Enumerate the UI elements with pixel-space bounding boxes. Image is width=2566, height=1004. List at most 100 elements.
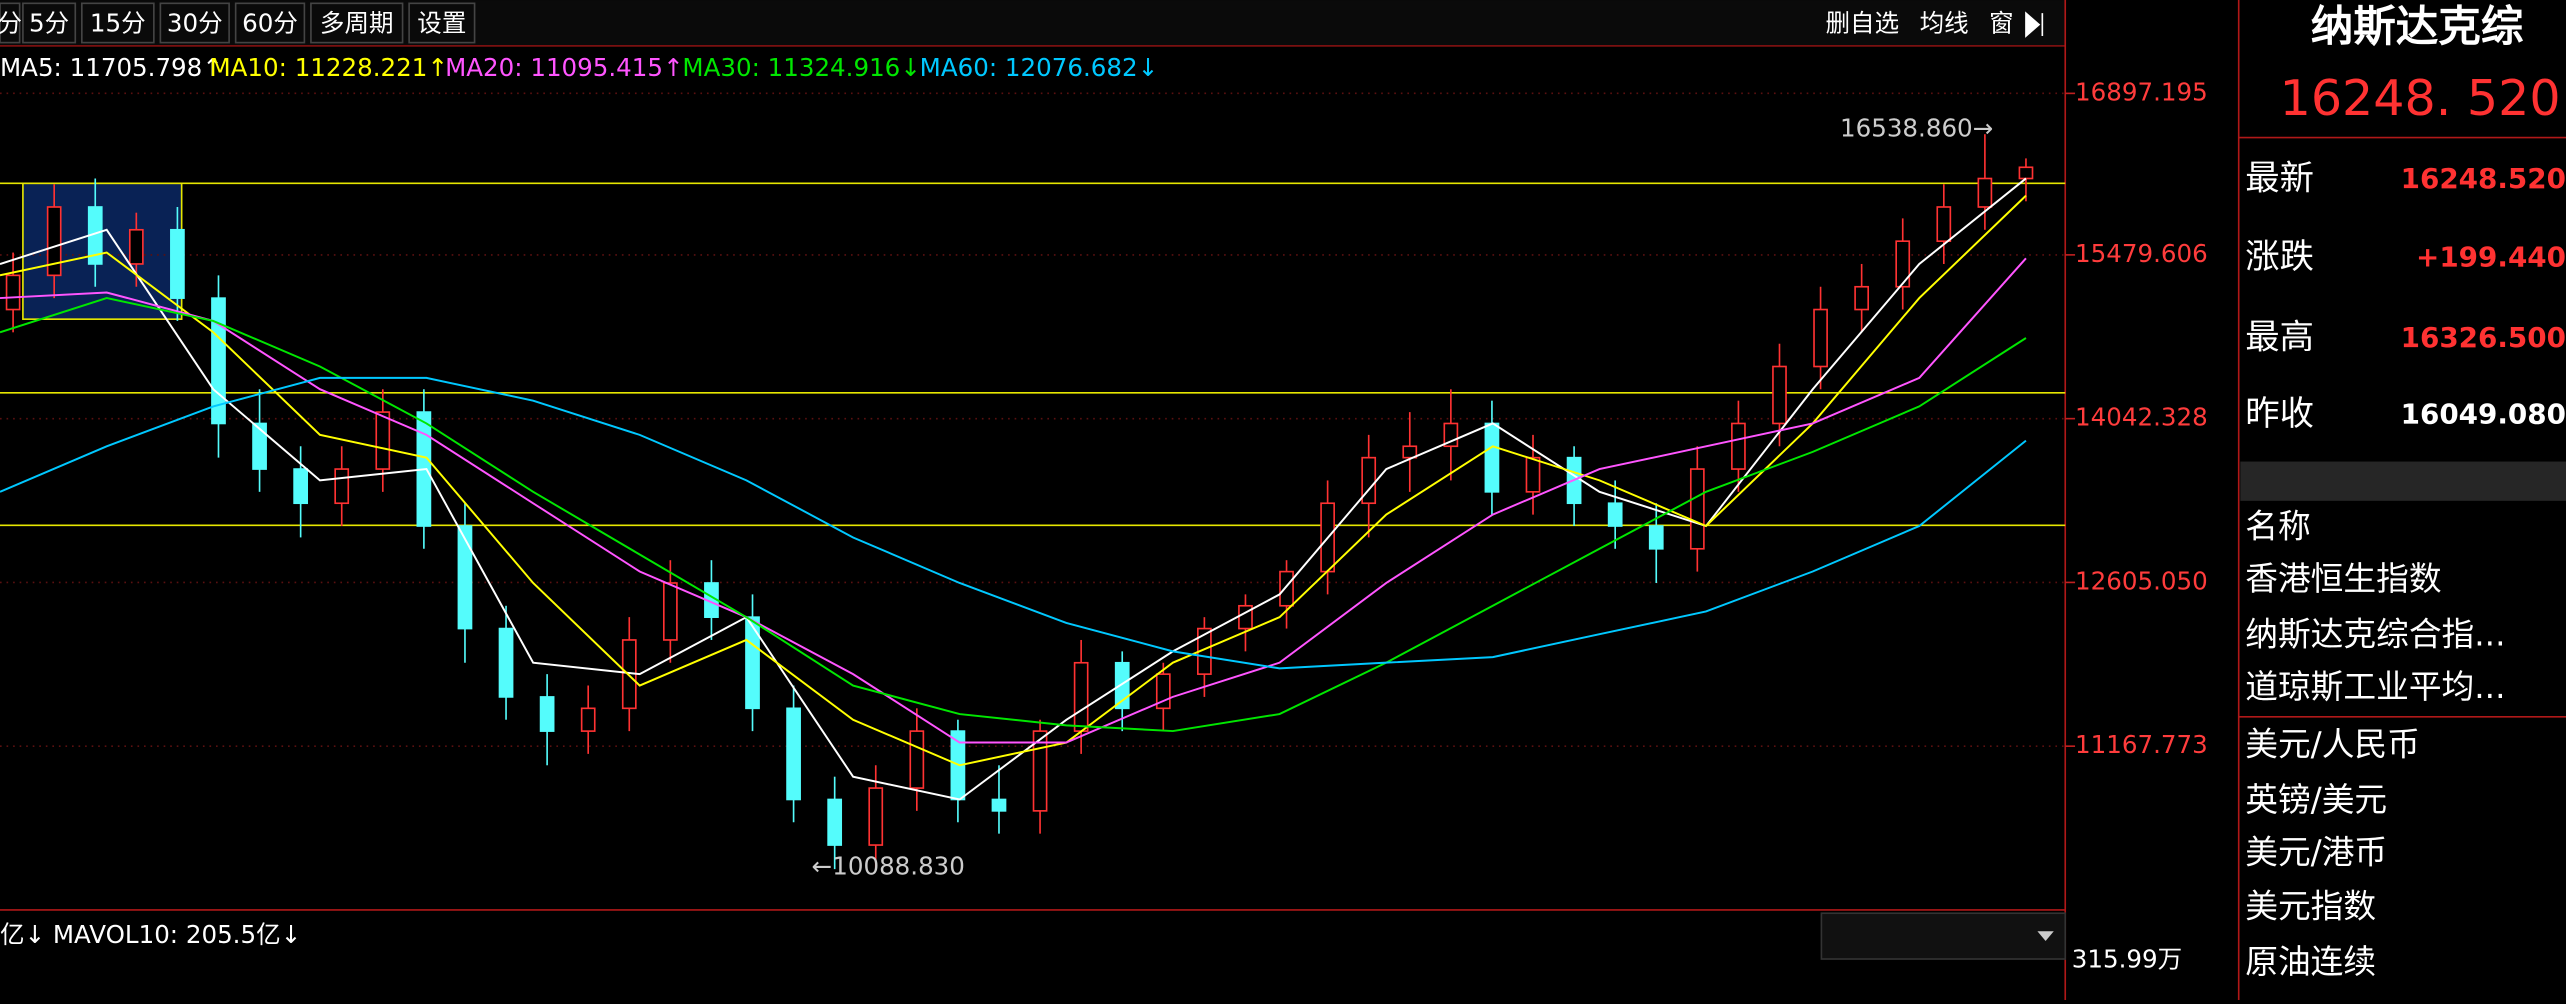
candle-body	[909, 730, 925, 789]
toolbar-label[interactable]: 删自选	[1826, 9, 1900, 38]
toolbar-label[interactable]: 设置	[417, 9, 466, 38]
related-item[interactable]: 香港恒生指数	[2245, 560, 2441, 598]
toolbar-label[interactable]: 30分	[167, 9, 223, 38]
volume-axis-label: 315.99万	[2072, 945, 2182, 974]
volume-legend: 亿↓ MAVOL10: 205.5亿↓	[0, 920, 301, 949]
toolbar-label[interactable]: 均线	[1920, 9, 1969, 38]
candle-body	[1813, 308, 1828, 368]
row-value: 16248.520	[2401, 162, 2566, 195]
candle-body	[539, 696, 555, 732]
candle-body	[786, 707, 801, 801]
toolbar-label[interactable]: 5分	[29, 9, 69, 38]
toolbar-button[interactable]	[408, 2, 476, 44]
related-item[interactable]: 道琼斯工业平均...	[2245, 668, 2505, 706]
toolbar-bg	[0, 0, 2066, 46]
candle-body	[293, 468, 309, 505]
candle-body	[662, 582, 678, 641]
candle-body	[1648, 525, 1664, 550]
candle-body	[5, 274, 21, 311]
candle-body	[498, 627, 514, 698]
candle-body	[1895, 240, 1911, 288]
plot: 16897.195 15479.606 14042.328 12605.050 1116…	[0, 77, 2208, 880]
y-tick-label: 15479.606	[2075, 239, 2208, 268]
row-label: 最新	[2245, 159, 2314, 199]
candle-body	[868, 787, 884, 846]
ma-legend: MA30: 11324.916↓	[682, 53, 920, 82]
candle-body	[1279, 570, 1294, 607]
related-item[interactable]: 美元/人民币	[2245, 725, 2420, 763]
toolbar-button[interactable]	[159, 2, 230, 44]
candle-body	[1032, 730, 1048, 812]
ma-legend: MA5: 11705.798↑	[0, 53, 223, 82]
row-label: 最高	[2245, 317, 2314, 357]
candle-body	[252, 422, 267, 470]
candle-body	[580, 707, 596, 732]
candle-body	[745, 616, 760, 710]
candle-body	[991, 798, 1007, 812]
related-item[interactable]: 英镑/美元	[2245, 781, 2387, 819]
toolbar-label[interactable]: 60分	[242, 9, 298, 38]
column-header: 名称	[2245, 508, 2310, 546]
candle-body	[1361, 456, 1377, 505]
ma-line	[0, 376, 2027, 670]
y-tick-label: 16897.195	[2075, 77, 2208, 106]
related-item[interactable]: 原油连续	[2245, 943, 2376, 981]
toolbar-button[interactable]	[81, 2, 155, 44]
candle-body	[1772, 365, 1787, 425]
ma-legend: MA10: 11228.221↑	[209, 53, 447, 82]
candle-body	[46, 206, 62, 277]
related-item[interactable]: 纳斯达克综合指...	[2245, 616, 2505, 654]
candle-body	[1402, 445, 1418, 459]
low-annotation: ←10088.830	[812, 851, 965, 880]
panel-price: 16248. 520	[2280, 69, 2561, 127]
row-label: 昨收	[2245, 394, 2314, 434]
related-item[interactable]: 美元/港币	[2245, 833, 2387, 871]
candle-body	[1689, 468, 1705, 550]
candle-body	[170, 228, 185, 299]
play-icon[interactable]	[2025, 11, 2044, 38]
y-tick-label: 11167.773	[2075, 730, 2208, 759]
ma-line	[0, 257, 2027, 744]
ma-line	[0, 177, 2027, 801]
candle-body	[1607, 502, 1623, 527]
ma-line	[0, 194, 2027, 767]
candle-body	[827, 798, 843, 846]
candle-body	[2018, 166, 2034, 180]
ma-legend: MA60: 12076.682↓	[920, 53, 1158, 82]
candle-body	[1525, 456, 1541, 493]
candle-body	[1854, 285, 1870, 311]
selector-box[interactable]	[1820, 912, 2067, 960]
row-value: 16049.080	[2401, 398, 2566, 431]
candle-body	[1977, 177, 1993, 208]
toolbar-label[interactable]: 15分	[90, 9, 146, 38]
y-tick-label: 14042.328	[2075, 403, 2208, 432]
toolbar-label[interactable]: 分	[0, 9, 22, 38]
panel-name: 纳斯达克综	[2311, 3, 2524, 52]
high-annotation: 16538.860→	[1840, 113, 1993, 142]
candle-body	[128, 228, 144, 265]
y-tick-label: 12605.050	[2075, 566, 2208, 595]
candle-body	[1484, 422, 1500, 493]
toolbar-button[interactable]	[22, 2, 77, 44]
ma-line	[0, 297, 2027, 733]
related-header-bg	[2240, 461, 2566, 501]
row-label: 涨跌	[2245, 237, 2314, 277]
toolbar-label[interactable]: 窗	[1989, 9, 2014, 38]
candle-body	[375, 411, 391, 470]
ma-legend: MA20: 11095.415↑	[445, 53, 683, 82]
row-value: 16326.500	[2401, 321, 2566, 354]
toolbar-button[interactable]	[0, 2, 21, 44]
dropdown-icon[interactable]	[2037, 931, 2054, 942]
toolbar-button[interactable]	[310, 2, 404, 44]
candle-body	[1731, 422, 1746, 470]
toolbar-label[interactable]: 多周期	[320, 9, 394, 38]
candle-body	[1073, 661, 1089, 732]
toolbar-button[interactable]	[234, 2, 306, 44]
row-value: +199.440	[2416, 241, 2566, 274]
candle-body	[334, 468, 350, 505]
related-item[interactable]: 美元指数	[2245, 887, 2376, 925]
